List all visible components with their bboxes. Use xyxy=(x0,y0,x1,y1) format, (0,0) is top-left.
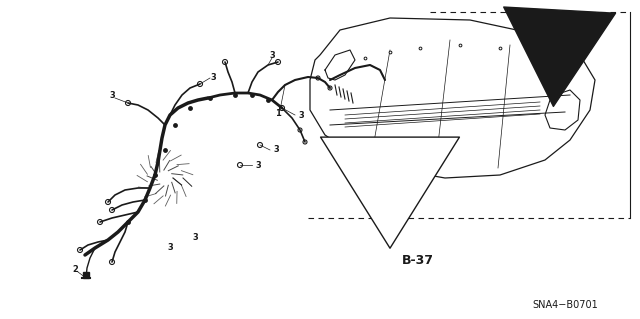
Text: 3: 3 xyxy=(255,160,260,169)
Text: FR.: FR. xyxy=(561,19,582,29)
Text: 3: 3 xyxy=(210,72,216,81)
Text: 2: 2 xyxy=(72,265,78,275)
Text: 3: 3 xyxy=(109,92,115,100)
Text: 3: 3 xyxy=(167,243,173,253)
Text: SNA4−B0701: SNA4−B0701 xyxy=(532,300,598,310)
Text: B-37: B-37 xyxy=(402,255,434,268)
Text: 3: 3 xyxy=(269,50,275,60)
Text: 3: 3 xyxy=(192,234,198,242)
Text: 3: 3 xyxy=(298,110,304,120)
Text: 1: 1 xyxy=(275,108,281,117)
Text: 3: 3 xyxy=(273,145,279,154)
